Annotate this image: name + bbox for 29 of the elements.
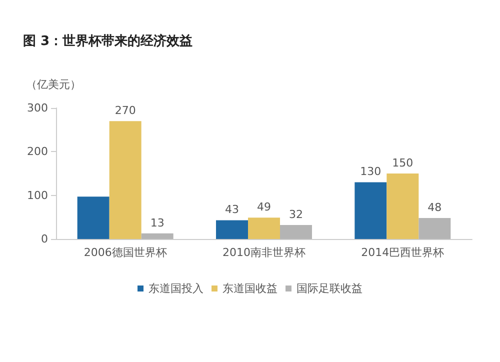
legend-label: 东道国投入 bbox=[148, 282, 204, 295]
y-tick-label: 200 bbox=[27, 145, 48, 158]
bar bbox=[109, 121, 142, 239]
chart-title: 图 3：世界杯带来的经济效益 bbox=[23, 33, 193, 49]
data-label: 13 bbox=[150, 216, 164, 230]
data-label: 150 bbox=[392, 156, 414, 170]
y-tick-label: 0 bbox=[41, 232, 48, 246]
x-tick-label: 2014巴西世界杯 bbox=[361, 246, 444, 259]
bar bbox=[77, 196, 110, 239]
data-label: 48 bbox=[428, 201, 442, 214]
bar bbox=[141, 233, 174, 239]
data-label: 49 bbox=[257, 200, 271, 214]
y-axis-title: （亿美元） bbox=[26, 78, 81, 91]
y-tick-label: 300 bbox=[27, 102, 48, 114]
bar bbox=[216, 220, 248, 239]
data-label: 270 bbox=[114, 104, 136, 118]
x-tick-label: 2006德国世界杯 bbox=[84, 246, 167, 259]
data-label: 43 bbox=[225, 203, 239, 216]
bar bbox=[248, 218, 280, 239]
x-tick-label: 2010南非世界杯 bbox=[222, 246, 306, 259]
bar bbox=[386, 174, 419, 239]
data-label: 130 bbox=[360, 165, 382, 178]
legend-label: 东道国收益 bbox=[222, 282, 278, 295]
bar bbox=[280, 225, 312, 239]
legend-label: 国际足联收益 bbox=[296, 282, 362, 295]
y-tick-label: 100 bbox=[27, 188, 48, 202]
bar bbox=[354, 182, 387, 239]
data-label: 32 bbox=[289, 208, 303, 222]
bar bbox=[418, 218, 451, 239]
